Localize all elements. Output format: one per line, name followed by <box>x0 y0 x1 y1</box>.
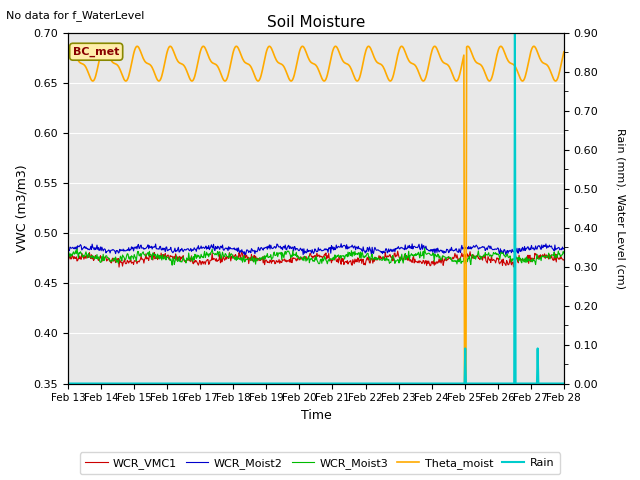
WCR_VMC1 <box>73 258 81 264</box>
Rain <box>390 381 398 386</box>
WCR_VMC1 <box>115 264 123 270</box>
WCR_VMC1 <box>394 248 401 254</box>
Theta_moist <box>201 44 209 50</box>
WCR_Moist2 <box>175 244 182 250</box>
Title: Soil Moisture: Soil Moisture <box>267 15 365 30</box>
WCR_Moist3 <box>560 250 568 256</box>
Line: WCR_VMC1: WCR_VMC1 <box>68 251 564 267</box>
WCR_Moist2 <box>73 247 81 253</box>
WCR_Moist2 <box>502 252 510 258</box>
Theta_moist <box>64 49 72 55</box>
WCR_VMC1 <box>175 254 183 260</box>
Theta_moist <box>560 49 568 55</box>
Theta_moist <box>391 66 399 72</box>
Text: BC_met: BC_met <box>73 47 120 57</box>
WCR_VMC1 <box>125 260 132 266</box>
WCR_Moist3 <box>420 245 428 251</box>
Legend: WCR_VMC1, WCR_Moist2, WCR_Moist3, Theta_moist, Rain: WCR_VMC1, WCR_Moist2, WCR_Moist3, Theta_… <box>80 453 560 474</box>
WCR_VMC1 <box>391 250 399 256</box>
Theta_moist <box>266 43 273 49</box>
WCR_VMC1 <box>376 253 384 259</box>
WCR_VMC1 <box>64 255 72 261</box>
WCR_Moist3 <box>202 254 209 260</box>
WCR_Moist3 <box>124 252 132 257</box>
Y-axis label: Rain (mm). Water Level (cm): Rain (mm). Water Level (cm) <box>615 128 625 288</box>
Line: WCR_Moist2: WCR_Moist2 <box>68 244 564 255</box>
Theta_moist <box>175 59 182 65</box>
Rain <box>175 381 182 386</box>
Rain <box>64 381 72 386</box>
Theta_moist <box>461 381 468 386</box>
WCR_Moist3 <box>175 254 183 260</box>
Line: Theta_moist: Theta_moist <box>68 46 564 384</box>
WCR_VMC1 <box>202 262 209 267</box>
Rain <box>511 30 519 36</box>
WCR_Moist2 <box>391 249 399 254</box>
Text: No data for f_WaterLevel: No data for f_WaterLevel <box>6 10 145 21</box>
Rain <box>560 381 568 386</box>
WCR_Moist3 <box>168 262 176 268</box>
WCR_VMC1 <box>560 257 568 263</box>
WCR_Moist2 <box>64 245 72 251</box>
WCR_Moist2 <box>201 246 209 252</box>
Theta_moist <box>376 61 384 67</box>
Rain <box>201 381 209 386</box>
Line: Rain: Rain <box>68 33 564 384</box>
Line: WCR_Moist3: WCR_Moist3 <box>68 248 564 265</box>
WCR_Moist2 <box>376 248 384 254</box>
Rain <box>124 381 132 386</box>
Rain <box>73 381 81 386</box>
WCR_Moist3 <box>73 246 81 252</box>
WCR_Moist3 <box>391 261 399 266</box>
WCR_Moist3 <box>64 251 72 257</box>
WCR_Moist2 <box>337 241 345 247</box>
Theta_moist <box>73 55 81 61</box>
Theta_moist <box>124 75 132 81</box>
Rain <box>376 381 383 386</box>
WCR_Moist3 <box>376 257 384 263</box>
WCR_Moist2 <box>560 246 568 252</box>
Y-axis label: VWC (m3/m3): VWC (m3/m3) <box>15 164 28 252</box>
WCR_Moist2 <box>124 248 132 253</box>
X-axis label: Time: Time <box>301 409 332 422</box>
